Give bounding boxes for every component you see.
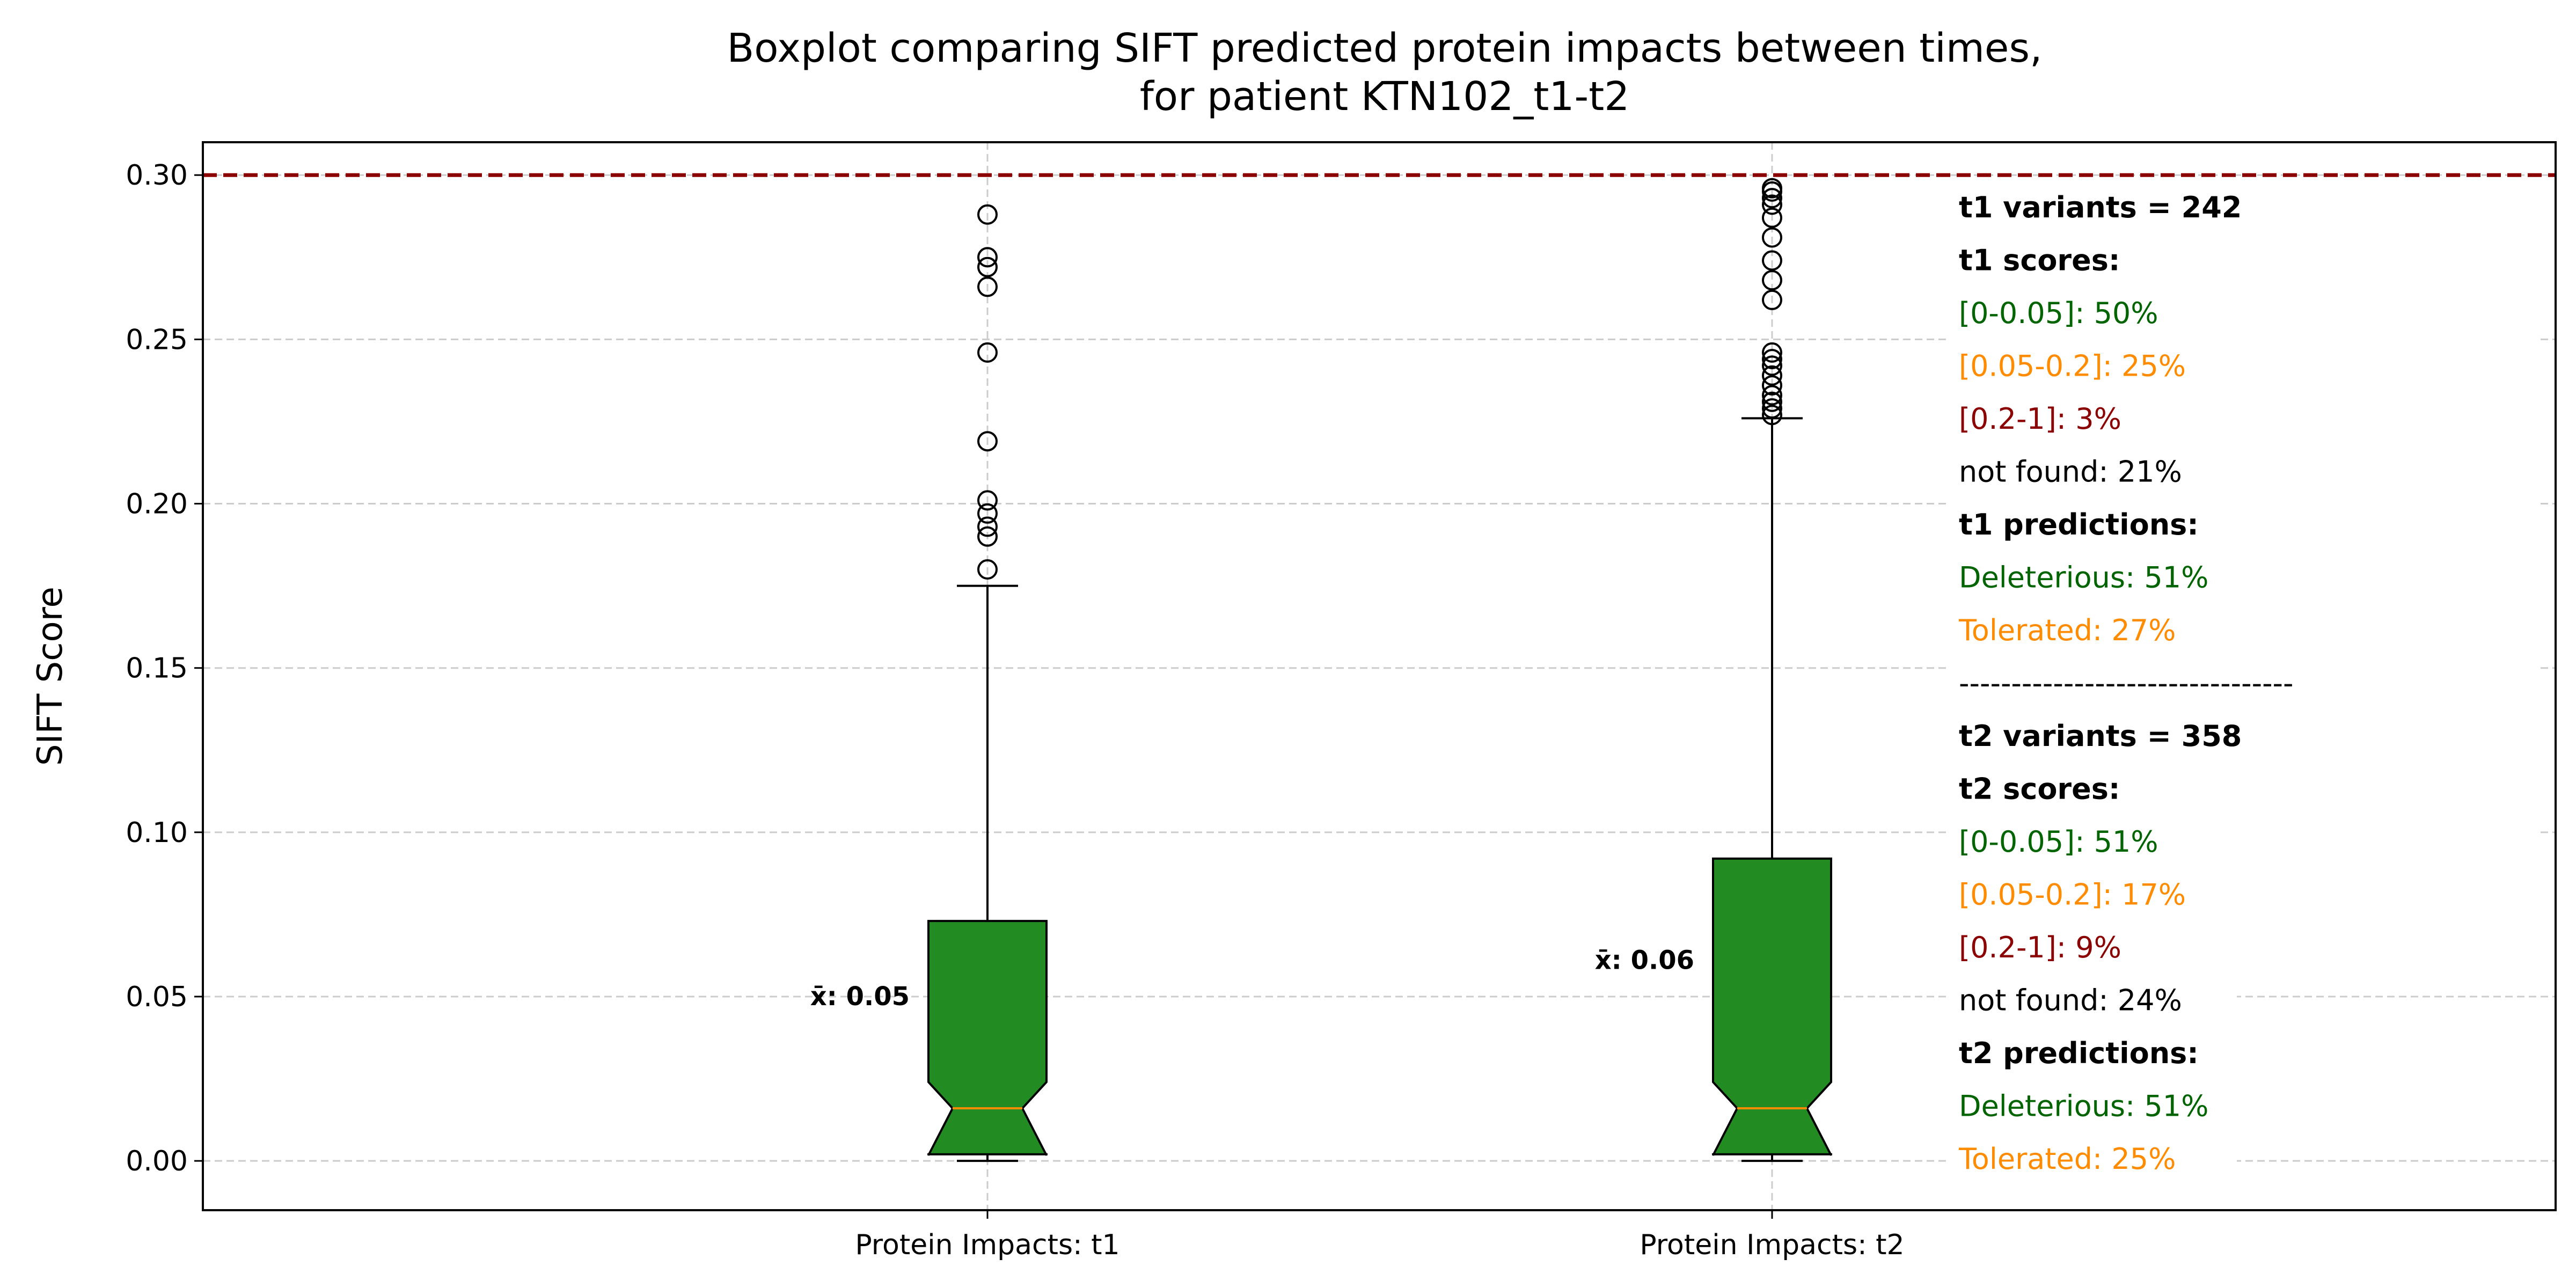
outlier-point	[1762, 391, 1782, 412]
info-line: Deleterious: 51%	[1959, 561, 2208, 595]
info-line: [0-0.05]: 51%	[1959, 825, 2158, 859]
x-tick-label: Protein Impacts: t2	[1640, 1229, 1904, 1261]
y-tick-label: 0.15	[126, 653, 188, 685]
x-tick-label: Protein Impacts: t1	[855, 1229, 1119, 1261]
plot-frame	[202, 141, 2557, 1211]
outlier-point	[1762, 365, 1782, 386]
outlier-point	[1762, 385, 1782, 406]
info-line: t1 predictions:	[1959, 508, 2199, 541]
outlier-point	[1762, 207, 1782, 228]
y-tick-label: 0.30	[126, 159, 188, 192]
plot-area: 0.00 0.05 0.10 0.15 0.20 0.25 0.30 x̄: 0.05 Prot…	[126, 141, 2557, 1261]
outlier-point	[1762, 194, 1782, 215]
info-box-background-lower	[1947, 894, 2237, 1226]
y-tick-label: 0.00	[126, 1145, 188, 1177]
outlier-point	[977, 342, 998, 363]
outlier-point	[977, 490, 998, 511]
outlier-point	[977, 257, 998, 277]
box-body	[1712, 857, 1832, 1156]
info-line: t2 predictions:	[1959, 1036, 2199, 1070]
outlier-point	[1762, 342, 1782, 363]
outlier-point	[1762, 270, 1782, 291]
info-line: not found: 21%	[1959, 455, 2182, 489]
y-tick-label: 0.10	[126, 817, 188, 849]
outlier-point	[977, 503, 998, 524]
outlier-point	[977, 204, 998, 225]
info-box-background	[1947, 185, 2540, 894]
y-tick-label: 0.05	[126, 981, 188, 1013]
mean-label: x̄: 0.05	[810, 982, 910, 1012]
outlier-point	[977, 247, 998, 268]
info-line: t1 scores:	[1959, 244, 2120, 277]
mean-label: x̄: 0.06	[1595, 946, 1694, 976]
outlier-point	[977, 559, 998, 580]
outlier-point	[1762, 289, 1782, 310]
outlier-point	[1762, 398, 1782, 419]
info-line: t2 scores:	[1959, 772, 2120, 806]
outlier-point	[1762, 355, 1782, 376]
outlier-point	[1762, 178, 1782, 199]
info-line: Tolerated: 25%	[1958, 1142, 2176, 1176]
info-line: [0.05-0.2]: 25%	[1959, 349, 2186, 383]
outlier-point	[1762, 375, 1782, 396]
info-line: t1 variants = 242	[1959, 191, 2242, 224]
outlier-point	[977, 526, 998, 547]
outlier-point	[977, 516, 998, 537]
outlier-point	[977, 276, 998, 297]
outlier-point	[1762, 188, 1782, 209]
box-body	[927, 920, 1048, 1156]
info-line: [0.2-1]: 9%	[1959, 931, 2121, 964]
info-line: Deleterious: 51%	[1959, 1089, 2208, 1123]
info-line: [0.05-0.2]: 17%	[1959, 878, 2186, 912]
chart-title-line-1: Boxplot comparing SIFT predicted protein…	[727, 25, 2042, 71]
info-line: --------------------------------	[1959, 667, 2294, 700]
outlier-point	[1762, 250, 1782, 271]
outlier-point	[977, 431, 998, 452]
info-line: Tolerated: 27%	[1958, 613, 2176, 647]
info-line: t2 variants = 358	[1959, 719, 2242, 753]
y-tick-label: 0.25	[126, 324, 188, 356]
outlier-point	[1762, 405, 1782, 426]
info-line: [0-0.05]: 50%	[1959, 296, 2158, 330]
outlier-point	[1762, 349, 1782, 370]
info-line: [0.2-1]: 3%	[1959, 402, 2121, 436]
y-axis-label: SIFT Score	[31, 587, 70, 766]
outlier-point	[1762, 227, 1782, 248]
y-tick-label: 0.20	[126, 488, 188, 521]
info-line: not found: 24%	[1959, 984, 2182, 1018]
chart-title-line-2: for patient KTN102_t1-t2	[1140, 74, 1630, 120]
